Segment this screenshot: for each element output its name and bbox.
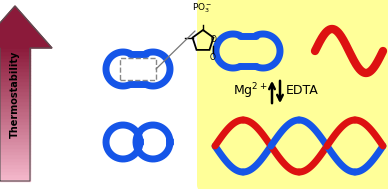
Bar [0,121,30,125]
Bar [0,68,30,71]
Bar [0,171,30,174]
Bar [0,71,30,75]
Bar [0,81,30,84]
Bar [0,105,30,108]
Bar [0,118,30,121]
FancyBboxPatch shape [197,0,388,189]
Polygon shape [0,6,52,48]
Text: PO$_3^-$: PO$_3^-$ [192,2,212,15]
Bar [0,61,30,65]
Bar [120,58,156,80]
Bar [0,141,30,144]
Bar [0,154,30,158]
Bar [0,161,30,164]
Text: Mg$^{2+}$: Mg$^{2+}$ [232,81,267,101]
Text: Thermostability: Thermostability [10,50,20,138]
Bar [0,148,30,151]
Bar [0,101,30,105]
Bar [0,84,30,88]
Bar [0,164,30,168]
Bar [0,55,30,58]
Bar [0,94,30,98]
Bar [0,174,30,178]
Bar [0,78,30,81]
Bar [0,134,30,138]
Bar [0,75,30,78]
Bar [0,131,30,134]
Bar [0,125,30,128]
Bar [0,144,30,148]
Bar [0,88,30,91]
Bar [0,111,30,115]
Bar [0,98,30,101]
Bar [0,65,30,68]
Bar [0,138,30,141]
Text: EDTA: EDTA [286,84,319,98]
Text: O: O [211,35,217,43]
Bar [0,115,30,118]
Bar [0,158,30,161]
Bar [0,48,30,51]
Bar [0,168,30,171]
Bar [0,151,30,154]
Bar [0,58,30,61]
Bar [0,108,30,111]
Bar [0,51,30,55]
Text: O: O [210,53,216,61]
Bar [0,178,30,181]
Bar [0,128,30,131]
Bar [0,91,30,94]
